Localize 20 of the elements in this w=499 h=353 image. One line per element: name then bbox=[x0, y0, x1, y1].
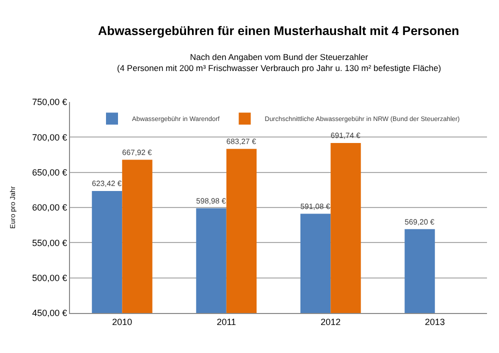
y-tick-label: 450,00 € bbox=[32, 308, 68, 318]
x-tick-label: 2013 bbox=[424, 316, 445, 327]
data-label: 683,27 € bbox=[226, 137, 257, 146]
y-tick-label: 550,00 € bbox=[32, 238, 68, 248]
data-label: 569,20 € bbox=[404, 217, 436, 226]
x-tick-label: 2012 bbox=[320, 316, 341, 327]
chart-subtitle: Nach den Angaben vom Bund der Steuerzahler (4 Personen mit 200 m³ Frischwasser Verbrauch pro Jahr u. 130 m² befestigte Fläche) bbox=[117, 52, 442, 74]
y-tick-label: 700,00 € bbox=[32, 132, 68, 142]
x-tick-label: 2010 bbox=[112, 316, 132, 327]
y-tick-label: 500,00 € bbox=[32, 272, 68, 283]
y-tick-label: 650,00 € bbox=[32, 167, 68, 178]
data-label: 623,42 € bbox=[92, 179, 122, 188]
y-tick-label: 750,00 € bbox=[32, 97, 68, 108]
data-label: 667,92 € bbox=[122, 148, 153, 157]
chart-title: Abwassergebühren für einen Musterhaushalt mit 4 Personen bbox=[98, 24, 460, 38]
data-label: 598,98 € bbox=[196, 196, 227, 206]
x-tick-label: 2011 bbox=[216, 316, 236, 327]
data-label: 591,08 € bbox=[300, 202, 331, 211]
data-label: 691,74 € bbox=[330, 131, 362, 140]
y-tick-label: 600,00 € bbox=[32, 202, 68, 213]
